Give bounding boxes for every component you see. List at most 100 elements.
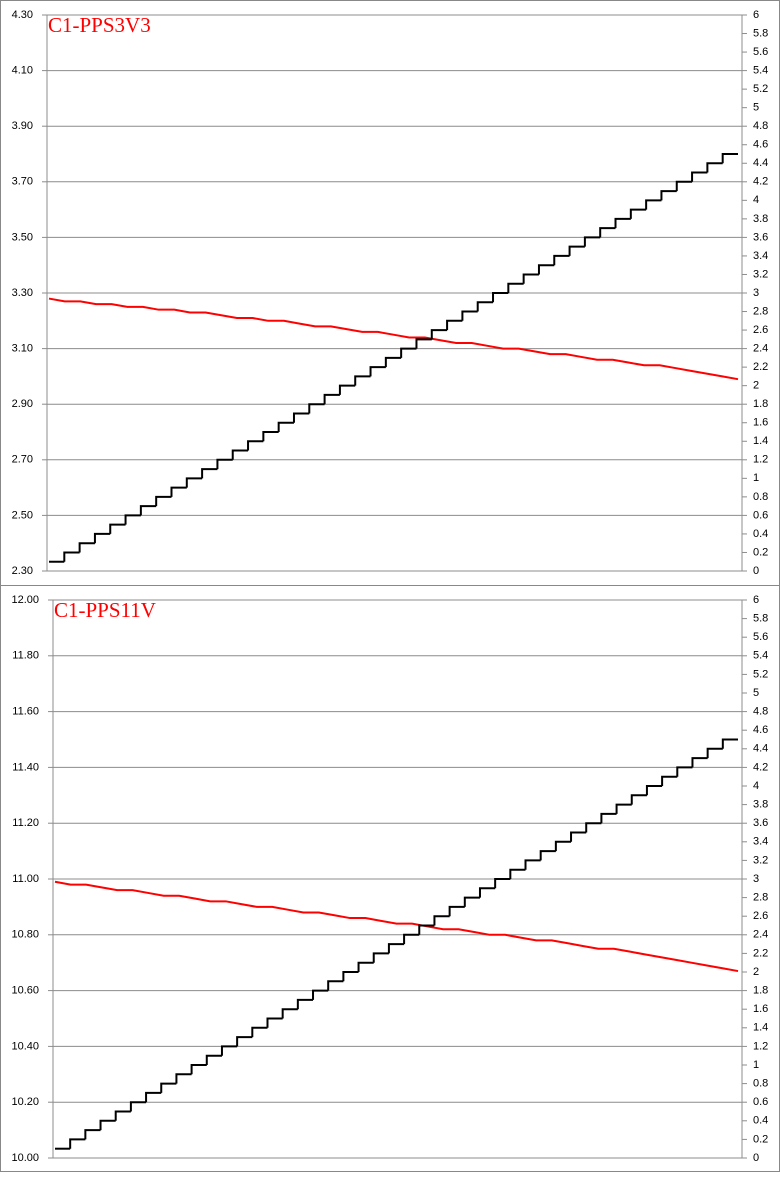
step-segment bbox=[308, 403, 325, 414]
step-segment bbox=[509, 868, 526, 879]
y-tick-label: 2.70 bbox=[12, 454, 33, 466]
y2-tick-label: 2.2 bbox=[753, 947, 768, 959]
y2-tick-label: 1.8 bbox=[753, 985, 768, 997]
step-segment bbox=[583, 236, 601, 247]
step-segment bbox=[721, 153, 738, 164]
step-segment bbox=[369, 366, 386, 377]
y2-tick-label: 4.2 bbox=[753, 176, 768, 188]
y-tick-label: 10.60 bbox=[11, 985, 39, 997]
y-tick-label: 11.20 bbox=[12, 817, 39, 829]
chart-title: C1-PPS3V3 bbox=[48, 13, 151, 37]
y2-tick-label: 5 bbox=[753, 102, 759, 114]
step-segment bbox=[201, 468, 218, 479]
step-segment bbox=[170, 486, 187, 497]
step-segment bbox=[463, 896, 480, 907]
y2-tick-label: 5.4 bbox=[753, 650, 768, 662]
step-segment bbox=[84, 1129, 101, 1140]
y2-tick-label: 1 bbox=[753, 1059, 759, 1071]
y2-tick-label: 1.2 bbox=[753, 454, 768, 466]
step-segment bbox=[384, 356, 402, 368]
step-segment bbox=[312, 989, 329, 1000]
step-segment bbox=[185, 477, 203, 488]
y-tick-label: 2.30 bbox=[12, 565, 33, 577]
y2-tick-label: 0.6 bbox=[753, 1096, 768, 1108]
step-segment bbox=[247, 440, 264, 451]
y2-tick-label: 3.4 bbox=[753, 250, 768, 262]
step-segment bbox=[585, 822, 602, 833]
series-line bbox=[48, 297, 739, 381]
step-segment bbox=[281, 1008, 298, 1019]
y2-tick-label: 4.6 bbox=[753, 724, 768, 736]
y2-tick-label: 3.8 bbox=[753, 213, 768, 225]
step-segment bbox=[599, 227, 616, 238]
step-segment bbox=[387, 943, 405, 954]
y2-tick-label: 2.2 bbox=[753, 361, 768, 373]
y-tick-label: 2.90 bbox=[12, 398, 33, 410]
y2-tick-label: 1.4 bbox=[753, 435, 768, 447]
step-segment bbox=[568, 245, 585, 256]
step-segment bbox=[266, 1017, 283, 1028]
y2-tick-label: 4.6 bbox=[753, 139, 768, 151]
step-segment bbox=[357, 961, 374, 972]
step-segment bbox=[323, 393, 340, 405]
step-segment bbox=[446, 319, 463, 331]
y2-tick-label: 4.8 bbox=[753, 120, 768, 132]
y2-tick-label: 4 bbox=[753, 780, 759, 792]
y2-tick-label: 3 bbox=[753, 287, 759, 299]
y-tick-label: 3.30 bbox=[12, 287, 33, 299]
y2-tick-label: 4 bbox=[753, 194, 759, 206]
y2-tick-label: 6 bbox=[753, 9, 759, 21]
y2-tick-label: 3.2 bbox=[753, 268, 768, 280]
y2-tick-label: 0.2 bbox=[753, 546, 768, 558]
step-segment bbox=[660, 190, 677, 201]
step-segment bbox=[418, 924, 435, 935]
step-segment bbox=[139, 505, 157, 516]
step-segment bbox=[675, 180, 693, 192]
y-tick-label: 11.60 bbox=[12, 706, 39, 718]
y2-tick-label: 3.8 bbox=[753, 799, 768, 811]
step-segment bbox=[205, 1054, 222, 1065]
step-segment bbox=[155, 495, 172, 507]
y2-tick-label: 5 bbox=[753, 687, 759, 699]
y-tick-label: 12.00 bbox=[11, 594, 39, 606]
step-segment bbox=[524, 859, 541, 870]
y2-tick-label: 5.2 bbox=[753, 668, 768, 680]
y-tick-label: 3.50 bbox=[12, 231, 33, 243]
series-line bbox=[54, 880, 739, 973]
y-tick-label: 3.70 bbox=[12, 176, 33, 188]
y2-tick-label: 2 bbox=[753, 380, 759, 392]
y2-tick-label: 5.4 bbox=[753, 65, 768, 77]
step-segment bbox=[430, 329, 448, 340]
step-segment bbox=[124, 514, 141, 525]
y2-tick-label: 3.6 bbox=[753, 817, 768, 829]
y2-tick-label: 2.8 bbox=[753, 892, 768, 904]
step-segment bbox=[691, 757, 708, 768]
step-segment bbox=[494, 878, 511, 889]
step-segment bbox=[600, 812, 617, 824]
step-segment bbox=[676, 766, 693, 777]
y-tick-label: 2.50 bbox=[12, 509, 33, 521]
y2-tick-label: 4.4 bbox=[753, 743, 768, 755]
step-segment bbox=[342, 971, 359, 982]
step-segment bbox=[251, 1026, 268, 1038]
step-segment bbox=[400, 347, 417, 358]
y2-tick-label: 5.2 bbox=[753, 83, 768, 95]
y2-tick-label: 3.2 bbox=[753, 854, 768, 866]
step-segment bbox=[216, 458, 233, 470]
y-tick-label: 11.00 bbox=[12, 873, 39, 885]
y-tick-label: 10.20 bbox=[11, 1096, 39, 1108]
y2-tick-label: 1.6 bbox=[753, 1003, 768, 1015]
step-segment bbox=[630, 794, 647, 805]
step-segment bbox=[354, 375, 371, 386]
y2-tick-label: 2.8 bbox=[753, 305, 768, 317]
step-segment bbox=[109, 523, 126, 534]
y2-tick-label: 2.4 bbox=[753, 343, 768, 355]
y-tick-label: 11.80 bbox=[12, 650, 39, 662]
y2-tick-label: 3.6 bbox=[753, 231, 768, 243]
y2-tick-label: 2.4 bbox=[753, 929, 768, 941]
y2-tick-label: 2.6 bbox=[753, 910, 768, 922]
y-tick-label: 4.30 bbox=[12, 9, 33, 21]
y2-tick-label: 0.6 bbox=[753, 509, 768, 521]
